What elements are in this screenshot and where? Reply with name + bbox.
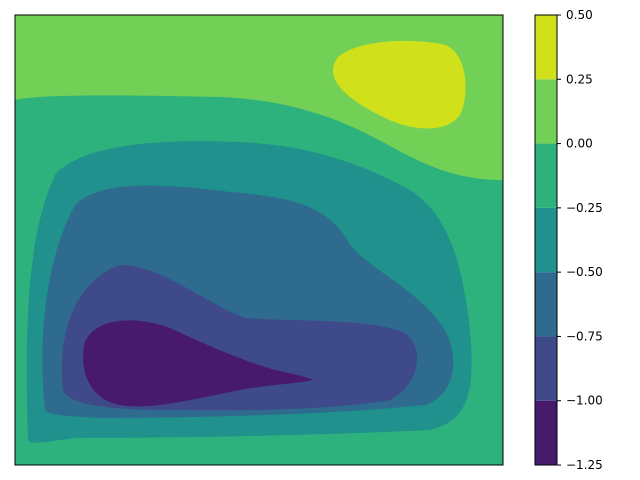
colorbar <box>535 15 557 465</box>
colorbar-tick-label: −1.00 <box>566 394 603 408</box>
colorbar-frame <box>534 14 558 466</box>
colorbar-segment <box>535 336 557 401</box>
colorbar-tick-label: 0.00 <box>566 137 593 151</box>
contour-band-0.25-to-0.50 <box>333 40 466 129</box>
colorbar-tick-label: −0.50 <box>566 265 603 279</box>
plot-frame <box>14 14 504 466</box>
colorbar-tick-label: 0.25 <box>566 72 593 86</box>
colorbar-segment <box>535 272 557 337</box>
colorbar-tick-label: 0.50 <box>566 8 593 22</box>
colorbar-tick-label: −0.25 <box>566 201 603 215</box>
colorbar-ticks: −1.25 −1.00 −0.75 −0.50 −0.25 0.00 0.25 0.50 <box>557 8 603 472</box>
colorbar-tick-label: −1.25 <box>566 458 603 472</box>
colorbar-segment <box>535 400 557 465</box>
colorbar-tick-label: −0.75 <box>566 329 603 343</box>
contour-band-neg1.25-to-neg1.00 <box>83 320 313 407</box>
colorbar-segment <box>535 79 557 144</box>
colorbar-segment <box>535 207 557 273</box>
plot-area <box>15 15 503 465</box>
colorbar-segment <box>535 143 557 208</box>
colorbar-segment <box>535 15 557 80</box>
